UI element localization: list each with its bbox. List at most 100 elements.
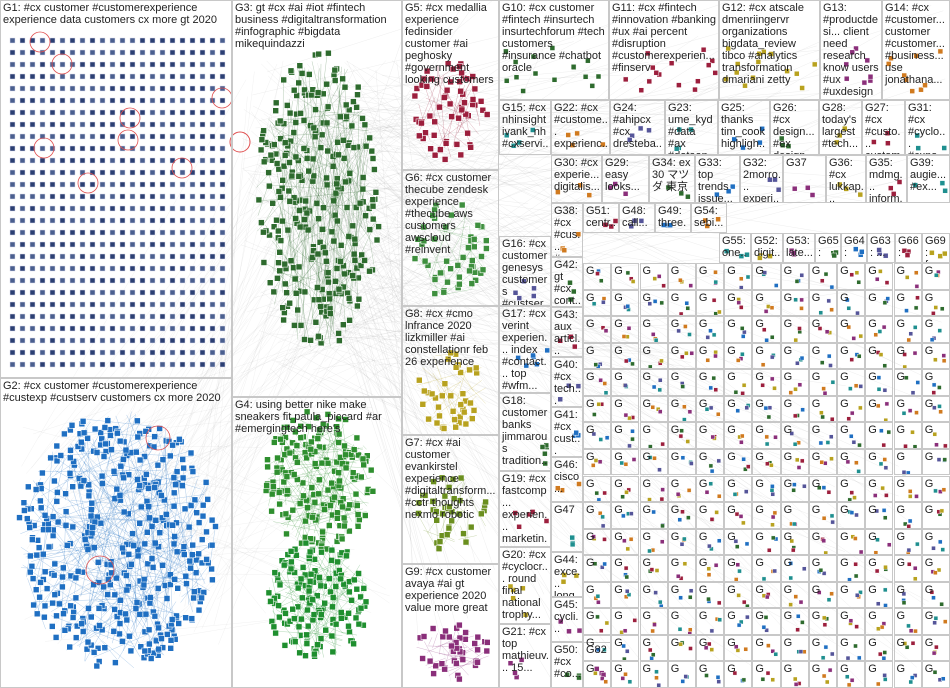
graph-edge [313, 133, 526, 293]
g1-node [29, 349, 36, 356]
group-label: G [896, 344, 906, 357]
group-label: G20: #cx #cyclocr... round final nationa… [502, 549, 548, 621]
g1-node [199, 205, 206, 212]
group-label: G [727, 636, 736, 649]
g1-node [19, 301, 26, 308]
graph-edge [392, 163, 643, 342]
g1-node [179, 253, 186, 260]
graph-edge [371, 103, 918, 139]
group-box-small: G [865, 369, 894, 396]
g1-node [119, 361, 126, 368]
g1-node [189, 37, 196, 44]
g1-node [109, 157, 116, 164]
g1-node [19, 313, 26, 320]
group-label: G [670, 397, 680, 410]
group-box-g12: G12: #cx atscale dmenriingervr organizat… [719, 0, 820, 100]
g1-node [199, 169, 206, 176]
g1-node [59, 49, 66, 56]
g1-node [219, 121, 226, 128]
g1-node [199, 49, 206, 56]
g1-node [109, 121, 116, 128]
group-box-small: G [893, 581, 922, 609]
g1-node [119, 157, 126, 164]
g1-node [139, 337, 146, 344]
g1-node [69, 61, 76, 68]
g1-node [39, 145, 46, 152]
g1-node [99, 37, 106, 44]
group-label: G [727, 424, 736, 437]
g1-node [29, 229, 36, 236]
g1-node [19, 361, 26, 368]
group-label: G11: #cx #fintech #innovation #banking #… [612, 2, 716, 74]
group-label: G65: cus... [818, 235, 839, 262]
group-box-small: G [780, 502, 809, 529]
graph-edge [321, 192, 842, 526]
g1-node [99, 73, 106, 80]
g1-node [189, 97, 196, 104]
group-box-small: G [667, 448, 696, 476]
g1-node [149, 109, 156, 116]
cluster-node [41, 568, 49, 576]
group-label: G [896, 583, 906, 596]
group-box-g41: G41: #cx cust... [551, 407, 583, 457]
g1-node [29, 145, 36, 152]
group-label: G [614, 450, 623, 463]
group-box-small: G [837, 342, 866, 370]
g1-node [219, 265, 226, 272]
group-label: G [614, 477, 623, 490]
group-label: G [670, 636, 680, 649]
group-box-small: G [583, 608, 612, 635]
group-label: G [811, 610, 821, 623]
group-box-small: G [865, 475, 894, 503]
g1-node [199, 277, 206, 284]
g1-node [39, 73, 46, 80]
group-box-g3: G3: gt #cx #ai #iot #fintech business #d… [232, 0, 402, 397]
g1-node [69, 253, 76, 260]
g1-node [179, 73, 186, 80]
group-label: G [642, 397, 652, 410]
group-box-small: G [808, 263, 837, 290]
graph-edge [70, 443, 250, 495]
group-box-small: G [752, 289, 781, 317]
g1-node [119, 169, 126, 176]
g1-node [19, 49, 26, 56]
group-box-small: G [611, 661, 640, 688]
group-label: G [840, 371, 849, 384]
group-label: G [811, 663, 821, 676]
graph-edge [213, 527, 241, 626]
group-box-small: G [837, 422, 866, 449]
g1-node [9, 313, 16, 320]
group-box-small: G [752, 369, 781, 396]
g1-node [59, 193, 66, 200]
g1-node [89, 313, 96, 320]
group-box-small: G [780, 289, 809, 317]
g1-node [149, 169, 156, 176]
group-box-small: G [611, 555, 640, 582]
graph-edge [300, 355, 816, 637]
group-label: G19: #cx fastcomp... experien... marketi… [502, 473, 548, 546]
g1-node [9, 325, 16, 332]
group-box-small: G [752, 342, 781, 370]
group-box-small: G [780, 581, 809, 609]
graph-edge [325, 329, 541, 408]
g1-node [69, 145, 76, 152]
g1-node [49, 73, 56, 80]
g1-node [89, 181, 96, 188]
graph-edge [109, 515, 372, 613]
group-box-small: G [780, 555, 809, 582]
group-label: G22: #cx #custome... experienc... [554, 102, 608, 154]
group-label: G [586, 344, 595, 357]
g1-node [149, 205, 156, 212]
group-box-small: G [724, 475, 753, 503]
group-box-small: G [921, 263, 950, 290]
g1-node [219, 349, 226, 356]
graph-edge [309, 274, 929, 602]
graph-edge [344, 62, 413, 126]
g1-node [179, 241, 186, 248]
g1-node [59, 349, 66, 356]
g1-node [79, 265, 86, 272]
g1-node [109, 193, 116, 200]
g1-node [49, 133, 56, 140]
g1-node [219, 37, 226, 44]
group-label: G52: digit... [754, 235, 781, 262]
